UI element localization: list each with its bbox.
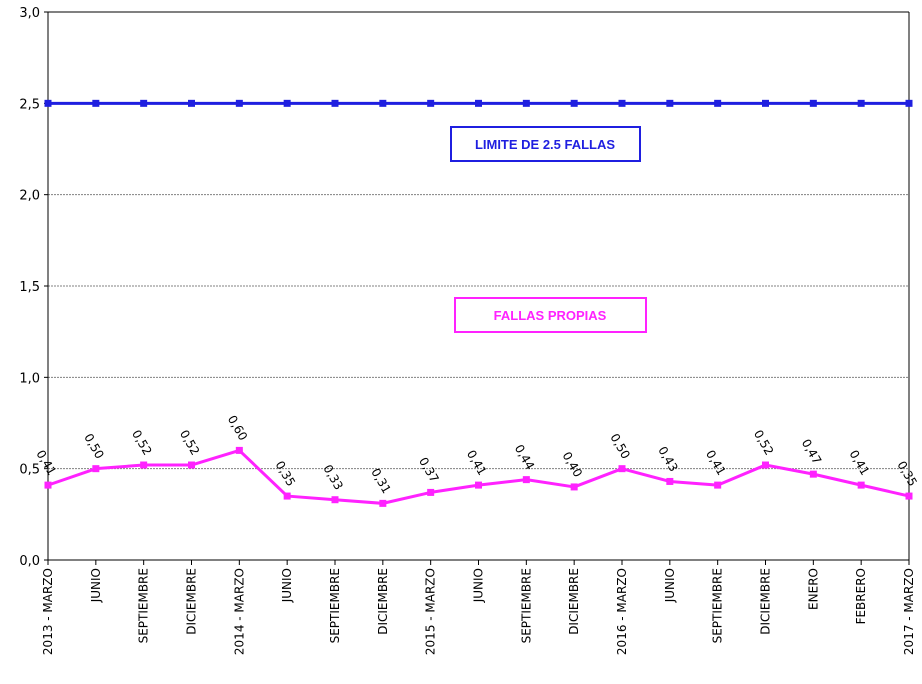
limit-point <box>570 99 578 107</box>
limit-point <box>44 99 52 107</box>
y-tick-label: 0,5 <box>19 463 40 478</box>
own-faults-point <box>714 481 722 489</box>
x-tick-label: DICIEMBRE <box>376 568 390 635</box>
x-tick-label: 2015 - MARZO <box>424 568 438 655</box>
legend-own-label: FALLAS PROPIAS <box>494 308 607 323</box>
limit-point <box>475 99 482 107</box>
own-faults-point <box>666 477 674 485</box>
legend-limit: LIMITE DE 2.5 FALLAS <box>450 126 641 162</box>
x-tick-label: ENERO <box>806 568 820 610</box>
limit-point <box>905 99 913 107</box>
y-tick-label: 2,5 <box>19 97 40 112</box>
x-tick-label: SEPTIEMBRE <box>137 568 151 643</box>
x-tick-label: FEBRERO <box>854 568 868 624</box>
x-tick-label: DICIEMBRE <box>759 568 773 635</box>
limit-point <box>188 99 195 107</box>
y-tick-label: 1,5 <box>19 280 40 295</box>
x-tick-label: SEPTIEMBRE <box>711 568 725 643</box>
own-faults-point <box>522 476 530 484</box>
x-tick-label: DICIEMBRE <box>185 568 199 635</box>
limit-point <box>379 99 387 107</box>
limit-point <box>618 99 626 107</box>
own-faults-point <box>857 481 865 489</box>
limit-point <box>809 99 817 107</box>
own-faults-point <box>331 496 339 504</box>
legend-limit-label: LIMITE DE 2.5 FALLAS <box>475 137 615 152</box>
x-tick-label: 2016 - MARZO <box>615 568 629 655</box>
own-faults-point <box>809 470 817 478</box>
own-faults-point <box>188 461 195 469</box>
x-tick-label: JUNIO <box>280 568 294 603</box>
limit-point <box>427 99 435 107</box>
limit-point <box>857 99 865 107</box>
own-faults-point <box>140 461 148 469</box>
limit-point <box>714 99 722 107</box>
limit-point <box>92 99 100 107</box>
x-tick-label: 2017 - MARZO <box>902 568 916 655</box>
own-faults-point <box>283 492 291 500</box>
limit-point <box>666 99 674 107</box>
y-tick-label: 1,0 <box>19 371 40 386</box>
own-faults-point <box>235 446 243 454</box>
x-tick-label: DICIEMBRE <box>567 568 581 635</box>
own-faults-point <box>379 499 387 507</box>
own-faults-point <box>92 465 100 473</box>
own-faults-point <box>570 483 578 491</box>
limit-point <box>762 99 769 107</box>
own-faults-point <box>427 488 435 496</box>
own-faults-point <box>762 461 769 469</box>
own-faults-point <box>618 465 626 473</box>
x-tick-label: SEPTIEMBRE <box>519 568 533 643</box>
x-tick-label: 2013 - MARZO <box>41 568 55 655</box>
x-tick-label: JUNIO <box>472 568 486 603</box>
legend-limit-box <box>450 126 641 162</box>
limit-point <box>522 99 530 107</box>
series-layer <box>44 99 913 507</box>
x-tick-label: 2014 - MARZO <box>232 568 246 655</box>
y-tick-label: 0,0 <box>19 554 40 569</box>
x-axis-ticks: 2013 - MARZO JUNIO SEPTIEMBRE DICIEMBRE 2014… <box>41 560 916 655</box>
y-tick-label: 2,0 <box>19 189 40 204</box>
y-tick-label: 3,0 <box>19 6 40 21</box>
limit-point <box>331 99 339 107</box>
limit-point <box>235 99 243 107</box>
legend-own-box <box>454 297 647 333</box>
limit-point <box>140 99 148 107</box>
own-faults-point <box>475 481 482 489</box>
own-faults-point <box>905 492 913 500</box>
x-tick-label: SEPTIEMBRE <box>328 568 342 643</box>
limit-point <box>283 99 291 107</box>
x-tick-label: JUNIO <box>89 568 103 603</box>
y-axis-ticks: 0,0 0,5 1,0 1,5 2,0 2,5 3,0 <box>19 6 48 569</box>
legend-own: FALLAS PROPIAS <box>454 297 647 333</box>
own-faults-point <box>44 481 52 489</box>
x-tick-label: JUNIO <box>663 568 677 603</box>
